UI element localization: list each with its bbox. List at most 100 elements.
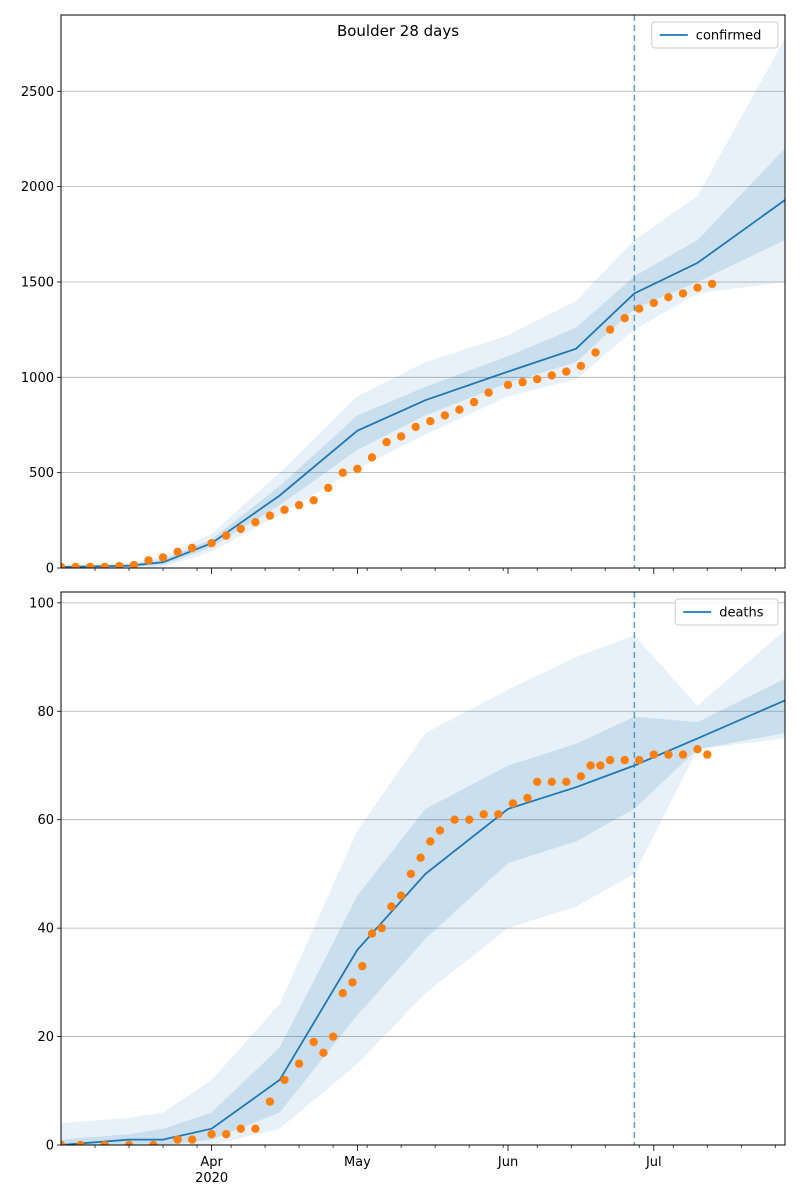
confirmed-ytick-label: 500 bbox=[29, 466, 54, 481]
deaths-model-line bbox=[61, 699, 785, 1145]
confirmed-observed-point bbox=[71, 562, 80, 568]
confirmed-ytick-label: 1000 bbox=[21, 371, 54, 386]
confirmed-observed-point bbox=[396, 432, 406, 441]
confirmed-observed-point bbox=[144, 556, 153, 565]
confirmed-legend-box bbox=[651, 21, 779, 49]
confirmed-observed-point bbox=[707, 279, 717, 289]
deaths-observed-point bbox=[207, 1130, 216, 1139]
deaths-legend-box bbox=[674, 598, 779, 626]
deaths-observed-point bbox=[251, 1124, 260, 1133]
confirmed-observed-point bbox=[236, 524, 245, 534]
confirmed-observed-point bbox=[280, 505, 289, 514]
xtick-sublabel: 2020 bbox=[195, 1171, 228, 1186]
deaths-observed-point bbox=[406, 869, 416, 879]
confirmed-observed-point bbox=[664, 293, 673, 302]
confirmed-observed-point bbox=[382, 437, 391, 447]
deaths-observed-point bbox=[635, 755, 644, 765]
deaths-observed-point bbox=[61, 1140, 66, 1145]
confirmed-observed-point bbox=[309, 496, 318, 505]
confirmed-observed-point bbox=[455, 405, 464, 414]
deaths-observed-point bbox=[533, 777, 542, 786]
deaths-observed-point bbox=[479, 810, 488, 819]
deaths-observed-point bbox=[100, 1140, 109, 1145]
confirmed-observed-point bbox=[188, 543, 197, 553]
deaths-observed-point bbox=[605, 755, 615, 765]
confirmed-observed-point bbox=[265, 511, 275, 520]
deaths-observed-point bbox=[562, 777, 571, 786]
confirmed-observed-point bbox=[411, 422, 420, 432]
confirmed-observed-point bbox=[678, 289, 688, 298]
deaths-observed-point bbox=[450, 815, 459, 824]
confirmed-model-line bbox=[61, 199, 785, 568]
confirmed-axes-frame bbox=[60, 14, 786, 569]
confirmed-observed-point bbox=[86, 562, 95, 568]
deaths-legend-label: deaths bbox=[719, 606, 764, 621]
deaths-ytick-label: 40 bbox=[37, 922, 54, 937]
confirmed-observed-point bbox=[129, 560, 139, 568]
deaths-legend: deaths bbox=[674, 598, 779, 626]
confirmed-observed-point bbox=[469, 397, 479, 407]
confirmed-observed-point bbox=[173, 547, 182, 556]
confirmed-observed-point bbox=[620, 314, 629, 323]
confirmed-observed-point bbox=[158, 553, 168, 562]
deaths-observed-point bbox=[280, 1075, 289, 1085]
confirmed-observed-point bbox=[518, 377, 527, 387]
confirmed-observed-point bbox=[533, 375, 542, 384]
confirmed-observed-point bbox=[591, 348, 600, 357]
deaths-inner-band bbox=[61, 678, 785, 1145]
confirmed-observed-point bbox=[576, 361, 586, 371]
confirmed-observed-point bbox=[251, 518, 260, 527]
deaths-observed-point bbox=[236, 1124, 245, 1133]
confirmed-observed-point bbox=[562, 367, 571, 376]
confirmed-ytick-label: 2500 bbox=[21, 85, 54, 100]
deaths-observed-point bbox=[328, 1032, 338, 1041]
deaths-observed-point bbox=[508, 799, 518, 808]
deaths-observed-point bbox=[664, 750, 673, 759]
deaths-observed-point bbox=[586, 761, 595, 770]
deaths-observed-point bbox=[416, 853, 425, 862]
deaths-ytick-label: 100 bbox=[29, 596, 54, 611]
deaths-observed-point bbox=[294, 1059, 304, 1068]
xtick-label: May bbox=[344, 1155, 371, 1170]
figure-title: Boulder 28 days bbox=[337, 22, 459, 40]
deaths-observed-point bbox=[620, 755, 629, 765]
deaths-observed-point bbox=[596, 761, 605, 770]
deaths-observed-point bbox=[319, 1048, 328, 1058]
deaths-observed-point bbox=[649, 750, 658, 759]
xtick-label: Jul bbox=[645, 1155, 662, 1170]
confirmed-observed-point bbox=[547, 371, 556, 380]
deaths-observed-point bbox=[523, 793, 532, 803]
deaths-observed-point bbox=[358, 961, 367, 971]
confirmed-observed-point bbox=[440, 411, 450, 420]
confirmed-observed-point bbox=[367, 453, 377, 462]
xtick-label: Apr bbox=[200, 1155, 223, 1170]
confirmed-ytick-label: 1500 bbox=[21, 275, 54, 290]
deaths-observed-point bbox=[426, 837, 435, 846]
deaths-observed-point bbox=[678, 750, 688, 759]
confirmed-outer-band bbox=[61, 37, 785, 568]
deaths-ytick-label: 20 bbox=[37, 1030, 54, 1045]
confirmed-observed-point bbox=[115, 561, 124, 568]
deaths-ytick-label: 80 bbox=[37, 705, 54, 720]
deaths-axes-frame bbox=[60, 591, 786, 1146]
deaths-observed-point bbox=[309, 1037, 318, 1047]
deaths-observed-point bbox=[76, 1140, 85, 1145]
confirmed-observed-point bbox=[503, 380, 513, 390]
deaths-observed-point bbox=[693, 745, 702, 754]
confirmed-observed-point bbox=[294, 500, 304, 510]
deaths-observed-point bbox=[173, 1135, 182, 1144]
deaths-observed-point bbox=[149, 1140, 158, 1145]
confirmed-observed-point bbox=[324, 483, 333, 493]
confirmed-observed-point bbox=[207, 539, 216, 548]
deaths-observed-point bbox=[435, 826, 445, 835]
confirmed-legend-label: confirmed bbox=[696, 29, 762, 44]
deaths-observed-point bbox=[465, 815, 474, 824]
deaths-outer-band bbox=[61, 630, 785, 1145]
deaths-observed-point bbox=[547, 777, 556, 786]
deaths-observed-point bbox=[124, 1140, 134, 1145]
confirmed-legend: confirmed bbox=[651, 21, 779, 49]
deaths-ytick-label: 0 bbox=[46, 1139, 54, 1154]
deaths-observed-point bbox=[703, 750, 712, 759]
